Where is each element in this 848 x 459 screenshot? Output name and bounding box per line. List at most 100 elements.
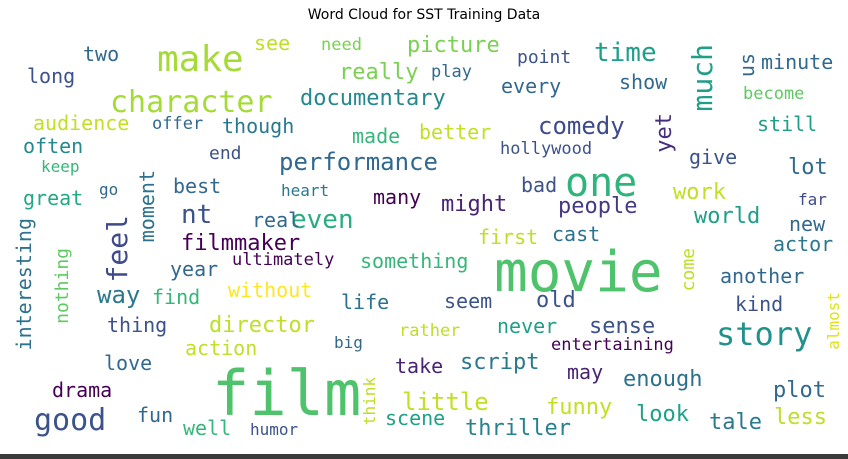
word-sense: sense: [589, 314, 656, 339]
word-performance: performance: [279, 148, 438, 176]
word-director: director: [209, 313, 315, 338]
word-something: something: [360, 249, 469, 273]
word-far: far: [798, 190, 827, 209]
word-never: never: [497, 314, 558, 338]
word-real: real: [252, 208, 301, 232]
word-thing: thing: [107, 313, 168, 337]
word-script: script: [460, 350, 540, 375]
word-bad: bad: [521, 173, 558, 197]
word-film: film: [212, 357, 362, 430]
word-lot: lot: [788, 155, 828, 180]
word-tale: tale: [709, 410, 762, 435]
word-better: better: [419, 120, 492, 144]
word-yet: yet: [652, 113, 677, 153]
word-moment: moment: [135, 170, 159, 243]
word-thriller: thriller: [465, 416, 571, 441]
word-look: look: [636, 402, 689, 427]
word-really: really: [339, 60, 419, 85]
word-people: people: [558, 194, 638, 219]
word-fun: fun: [137, 403, 174, 427]
chart-title: Word Cloud for SST Training Data: [307, 7, 541, 23]
word-plot: plot: [773, 378, 826, 403]
word-every: every: [501, 74, 562, 98]
word-another: another: [720, 264, 805, 288]
word-rather: rather: [399, 321, 461, 341]
word-enough: enough: [623, 367, 703, 392]
word-become: become: [743, 84, 805, 104]
word-without: without: [228, 278, 313, 302]
word-scene: scene: [385, 406, 446, 430]
word-minute: minute: [761, 50, 834, 74]
word-interesting: interesting: [12, 218, 36, 351]
word-entertaining: entertaining: [551, 335, 674, 355]
word-funny: funny: [546, 395, 613, 420]
word-love: love: [104, 351, 153, 375]
word-first: first: [478, 225, 539, 249]
word-way: way: [97, 281, 141, 309]
word-kind: kind: [735, 292, 784, 316]
word-well: well: [183, 416, 232, 440]
word-good: good: [34, 403, 107, 438]
word-make: make: [157, 39, 244, 80]
word-see: see: [254, 31, 291, 55]
word-take: take: [395, 354, 444, 378]
word-need: need: [321, 35, 362, 55]
word-offer: offer: [152, 114, 204, 134]
word-may: may: [567, 360, 604, 384]
word-made: made: [352, 124, 401, 148]
word-ultimately: ultimately: [232, 250, 335, 270]
word-world: world: [694, 204, 761, 229]
word-new: new: [789, 212, 826, 236]
word-little: little: [402, 388, 489, 416]
word-many: many: [373, 185, 422, 209]
word-might: might: [441, 192, 508, 217]
word-actor: actor: [773, 232, 834, 256]
word-seem: seem: [444, 289, 493, 313]
word-show: show: [619, 70, 668, 94]
word-less: less: [774, 405, 827, 430]
word-end: end: [209, 143, 242, 164]
word-play: play: [431, 62, 472, 82]
word-best: best: [173, 174, 222, 198]
word-though: though: [222, 114, 295, 138]
word-heart: heart: [281, 181, 330, 200]
word-even: even: [291, 205, 354, 235]
word-one: one: [565, 160, 638, 206]
word-work: work: [673, 180, 726, 205]
word-give: give: [689, 145, 738, 169]
word-humor: humor: [250, 420, 299, 439]
word-almost: almost: [824, 292, 841, 350]
word-filmmaker: filmmaker: [181, 231, 301, 256]
word-much: much: [686, 44, 719, 112]
word-nothing: nothing: [52, 248, 73, 324]
word-point: point: [517, 47, 572, 68]
word-cloud: film movie one make story character good much fe…: [9, 30, 841, 450]
word-cast: cast: [552, 222, 601, 246]
word-often: often: [23, 134, 84, 158]
word-documentary: documentary: [300, 86, 446, 111]
word-time: time: [594, 38, 657, 68]
word-life: life: [341, 290, 390, 314]
word-old: old: [536, 288, 576, 313]
word-character: character: [110, 85, 273, 120]
word-picture: picture: [407, 33, 500, 58]
word-action: action: [185, 336, 258, 360]
word-keep: keep: [41, 157, 80, 176]
word-great: great: [23, 186, 84, 210]
word-come: come: [678, 248, 699, 292]
word-still: still: [757, 112, 818, 136]
word-nt: nt: [181, 200, 213, 230]
word-long: long: [27, 64, 76, 88]
word-year: year: [170, 257, 219, 281]
window-bottom-border: [0, 454, 848, 459]
word-big: big: [334, 333, 363, 352]
word-audience: audience: [33, 111, 130, 135]
word-story: story: [716, 315, 813, 353]
word-think: think: [360, 377, 379, 426]
word-two: two: [83, 42, 120, 66]
word-us: us: [735, 53, 759, 78]
word-comedy: comedy: [538, 112, 625, 140]
word-hollywood: hollywood: [500, 139, 593, 159]
word-go: go: [99, 180, 119, 199]
word-find: find: [152, 285, 201, 309]
